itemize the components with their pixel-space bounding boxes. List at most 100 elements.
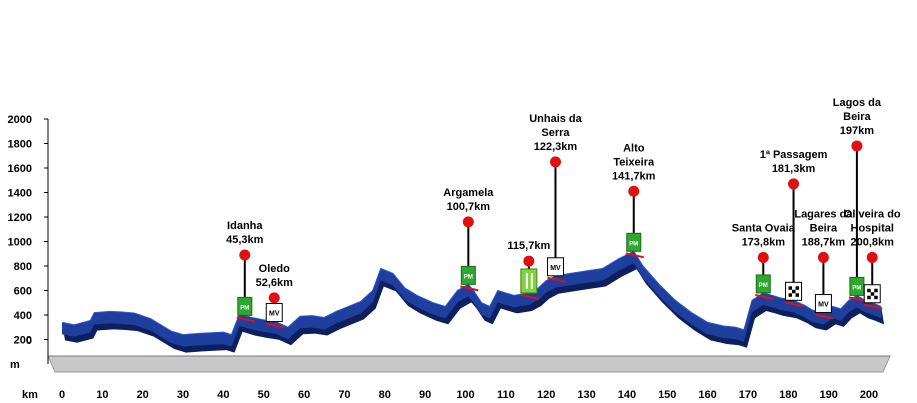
poi-name: 1ª Passagem [760,149,828,161]
x-tick-label: 190 [819,389,837,401]
x-tick-label: 90 [419,389,431,401]
y-tick-label: 2000 [8,114,32,126]
poi-marker [549,156,561,168]
poi-marker [523,255,535,267]
sprint-sign [814,294,832,314]
poi-distance: 181,3km [772,163,816,175]
finish-flag-icon [870,292,875,296]
climb-sign-text: PM [240,305,249,311]
poi-distance: 52,6km [256,277,294,289]
y-tick-label: 400 [14,310,32,322]
x-tick-label: 70 [338,389,350,401]
x-tick-label: 170 [739,389,757,401]
sprint-sign [546,257,564,277]
poi-name: Lagares da [794,208,853,220]
poi-4: 115,7km [507,240,550,300]
poi-6: PM Alto Teixeira 141,7km [612,142,656,259]
points-of-interest: PM Idanha 45,3km MV Oledo 52,6km PM Argamela 100… [226,97,901,329]
x-tick-label: 60 [298,389,310,401]
poi-3: PM Argamela 100,7km [443,187,494,292]
x-tick-label: 0 [59,389,65,401]
x-tick-label: 180 [779,389,797,401]
poi-name: Lagos da [833,97,882,109]
x-tick-label: 150 [658,389,676,401]
x-tick-label: 200 [860,389,878,401]
poi-name: Hospital [851,222,894,234]
poi-ground-mark [547,276,566,283]
y-tick-label: 1200 [8,212,32,224]
poi-7: PM Santa Ovaia 173,8km [732,222,796,300]
climb-sign [460,265,476,285]
y-tick-label: 800 [14,261,32,273]
x-tick-label: 140 [618,389,636,401]
climb-sign-text: PM [759,283,768,289]
poi-marker [628,185,640,197]
climb-sign [755,274,771,294]
poi-ground-mark [864,303,883,310]
poi-ground-mark [785,301,804,308]
finish-flag-icon [788,293,793,297]
y-tick-label: 1800 [8,139,32,151]
poi-distance: 200,8km [851,236,895,248]
poi-name: Serra [541,127,570,139]
finish-flag-icon [874,295,878,300]
poi-distance: 100,7km [447,201,491,213]
x-tick-label: 160 [698,389,716,401]
climb-sign-text: PM [852,285,861,291]
profile-ribbon [62,251,882,347]
poi-name: Oledo [259,263,290,275]
poi-1: PM Idanha 45,3km [226,220,264,323]
poi-distance: 141,7km [612,170,656,182]
poi-ground-mark [815,313,834,320]
poi-marker [462,216,474,228]
y-tick-label: 200 [14,335,32,347]
sprint-sign [265,302,283,322]
poi-11: Oliveira do Hospital 200,8km [844,208,901,310]
climb-sign-text: PM [629,241,638,247]
finish-flag-icon [874,288,878,293]
poi-name: Teixeira [613,156,655,168]
y-tick-label: 600 [14,286,32,298]
poi-marker [757,251,769,263]
finish-flag-icon [867,288,871,293]
poi-ground-mark [755,293,774,300]
poi-name: Idanha [227,220,263,232]
poi-distance: 45,3km [226,234,264,246]
poi-name: Beira [810,222,838,234]
poi-10: PM Lagos da Beira 197km [833,97,882,303]
poi-5: MV Unhais da Serra 122,3km [529,113,583,283]
poi-marker [851,140,863,152]
poi-distance: 188,7km [802,236,846,248]
poi-ground-mark [520,293,540,300]
poi-ground-mark [266,322,285,329]
y-tick-label: 1000 [8,237,32,249]
poi-8: 1ª Passagem 181,3km [760,149,828,308]
base-platform [47,355,891,373]
climb-sign [626,232,642,252]
sprint-sign-text: MV [818,302,829,309]
y-tick-label: 0 [26,335,32,347]
poi-name: Argamela [443,187,494,199]
poi-name: Alto [623,142,645,154]
x-tick-label: 110 [497,389,515,401]
sprint-sign-text: MV [269,310,280,317]
finish-flag-icon [788,286,793,290]
poi-distance: 115,7km [507,240,550,252]
poi-ground-mark [236,316,256,323]
y-tick-label: 1600 [8,163,32,175]
poi-distance: 173,8km [742,236,786,248]
poi-9: MV Lagares da Beira 188,7km [794,208,853,320]
x-tick-label: 120 [537,389,555,401]
sprint-sign-text: MV [550,265,561,272]
poi-marker [268,292,280,304]
finish-flag-icon [795,293,800,297]
climb-sign-text: PM [464,274,473,280]
poi-marker [788,178,800,190]
x-tick-label: 30 [177,389,189,401]
climb-sign [237,296,253,316]
x-tick-label: 40 [217,389,229,401]
x-tick-label: 100 [456,389,474,401]
poi-distance: 122,3km [534,141,578,153]
